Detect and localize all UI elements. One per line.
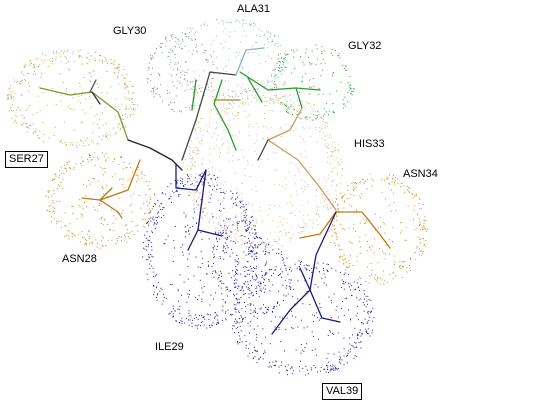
ala31-side <box>213 79 237 151</box>
label-val39: VAL39 <box>322 383 363 400</box>
gly30-bonds <box>181 71 237 161</box>
asn28-side2 <box>99 187 113 201</box>
label-asn28: ASN28 <box>62 253 97 265</box>
ile29-surface <box>211 220 270 300</box>
label-ala31: ALA31 <box>237 3 271 15</box>
ser27-side <box>91 91 101 105</box>
val39-surface <box>232 260 375 376</box>
gly32-side2 <box>247 77 263 103</box>
backbone-27-28 <box>127 139 183 171</box>
ile29-bonds <box>175 164 207 191</box>
asn34-side <box>299 211 337 239</box>
label-gly32: GLY32 <box>348 40 382 52</box>
ser27-surface <box>6 49 139 148</box>
asn34-surface <box>328 173 428 285</box>
ile29-side2 <box>197 229 223 237</box>
ser27-side2 <box>89 79 97 93</box>
ile29-surface <box>142 172 258 329</box>
val39-side2 <box>299 267 311 291</box>
his33-bonds <box>267 107 337 211</box>
gly30-surface <box>146 33 215 113</box>
val39-surface <box>233 242 292 315</box>
asn28-bonds <box>81 159 141 201</box>
ser27-bonds <box>39 87 129 141</box>
gly32-side <box>295 87 321 91</box>
gly32-surface <box>271 44 355 121</box>
ala31-surface <box>167 18 289 98</box>
dot-surfaces <box>6 18 428 376</box>
label-gly30: GLY30 <box>113 25 147 37</box>
val39-side <box>309 289 341 323</box>
label-ile29: ILE29 <box>155 341 184 353</box>
asn28-surface <box>45 152 156 249</box>
his33-surface <box>183 88 343 249</box>
gly32-bonds <box>239 71 303 109</box>
his33-side <box>257 139 269 161</box>
val39-bonds <box>271 211 337 335</box>
label-ser27: SER27 <box>5 151 48 168</box>
label-asn34: ASN34 <box>403 168 438 180</box>
asn34-bonds <box>335 211 391 249</box>
label-his33: HIS33 <box>354 138 385 150</box>
ala31-bonds <box>235 47 265 76</box>
stick-bonds <box>39 47 391 335</box>
gly30-side <box>191 79 197 111</box>
asn28-side <box>99 199 123 219</box>
